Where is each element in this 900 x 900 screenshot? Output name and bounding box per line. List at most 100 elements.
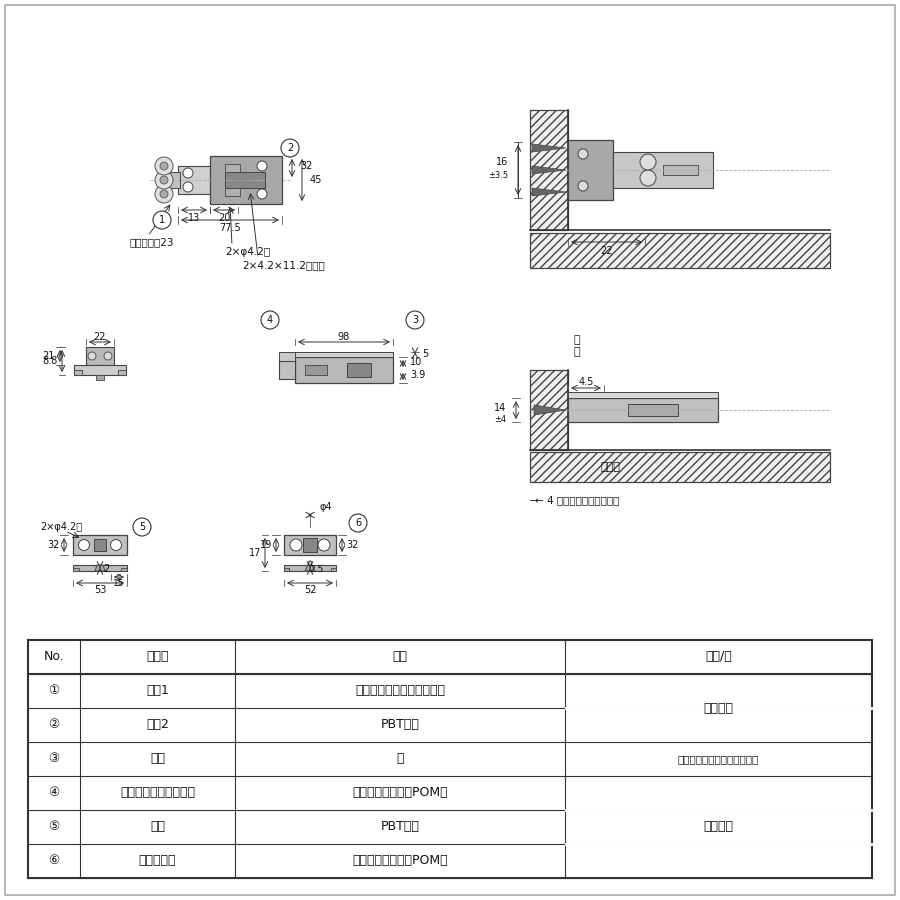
Text: 4: 4 bbox=[267, 315, 273, 325]
Text: ホワイト: ホワイト bbox=[704, 821, 734, 833]
Text: ホワイト: ホワイト bbox=[704, 701, 734, 715]
Text: 21: 21 bbox=[42, 351, 55, 361]
Bar bbox=[305, 365, 327, 375]
Text: ばね: ばね bbox=[150, 752, 165, 766]
Text: 10: 10 bbox=[410, 357, 422, 367]
Text: 77.5: 77.5 bbox=[219, 223, 241, 233]
Text: ②: ② bbox=[49, 718, 59, 732]
Text: 45: 45 bbox=[310, 175, 322, 185]
Bar bbox=[74, 365, 126, 375]
Text: 5: 5 bbox=[422, 349, 428, 359]
Circle shape bbox=[406, 311, 424, 329]
Text: 53: 53 bbox=[94, 585, 106, 595]
Bar bbox=[168, 172, 180, 188]
Text: ガラス繊維強化ポリアミド: ガラス繊維強化ポリアミド bbox=[355, 685, 445, 698]
Text: 32: 32 bbox=[346, 540, 358, 550]
Text: ①: ① bbox=[49, 685, 59, 698]
Text: PBT樹脂: PBT樹脂 bbox=[381, 718, 419, 732]
Text: ポリアセタール（POM）: ポリアセタール（POM） bbox=[352, 787, 448, 799]
Bar bbox=[210, 156, 282, 204]
Text: 本体2: 本体2 bbox=[146, 718, 169, 732]
Circle shape bbox=[155, 171, 173, 189]
Text: 2×4.2×11.2長円穴: 2×4.2×11.2長円穴 bbox=[242, 260, 325, 270]
Bar bbox=[284, 565, 336, 571]
Bar bbox=[568, 398, 718, 422]
Text: ±3.5: ±3.5 bbox=[488, 172, 508, 181]
Polygon shape bbox=[308, 561, 312, 565]
Bar bbox=[73, 568, 79, 571]
Circle shape bbox=[578, 149, 588, 159]
Bar bbox=[295, 352, 393, 357]
Text: 受座: 受座 bbox=[150, 821, 165, 833]
Circle shape bbox=[281, 139, 299, 157]
Text: 98: 98 bbox=[338, 332, 350, 342]
Text: 材料: 材料 bbox=[392, 651, 408, 663]
Bar bbox=[568, 392, 718, 398]
Bar bbox=[347, 363, 371, 377]
Text: PBT樹脂: PBT樹脂 bbox=[381, 821, 419, 833]
Text: φ4: φ4 bbox=[320, 502, 333, 512]
Text: ストローク23: ストローク23 bbox=[130, 237, 175, 247]
Text: 6: 6 bbox=[355, 518, 361, 528]
Bar bbox=[121, 568, 127, 571]
Text: ±4: ±4 bbox=[494, 416, 506, 425]
Bar bbox=[118, 370, 126, 375]
Bar bbox=[96, 375, 104, 380]
Bar bbox=[530, 233, 830, 268]
Bar bbox=[613, 152, 713, 188]
Polygon shape bbox=[534, 405, 566, 415]
Text: ディスタンスプレート: ディスタンスプレート bbox=[120, 787, 195, 799]
Bar bbox=[331, 568, 336, 571]
Text: 16: 16 bbox=[496, 157, 508, 167]
Polygon shape bbox=[532, 188, 566, 196]
Circle shape bbox=[640, 170, 656, 186]
Bar bbox=[178, 166, 254, 194]
Polygon shape bbox=[305, 565, 315, 571]
Text: 2: 2 bbox=[103, 564, 109, 574]
Circle shape bbox=[160, 176, 168, 184]
Text: 19: 19 bbox=[260, 540, 272, 550]
Bar bbox=[295, 357, 393, 383]
Bar bbox=[663, 165, 698, 175]
Bar bbox=[73, 535, 127, 555]
Text: 3.9: 3.9 bbox=[410, 370, 425, 380]
Text: 32: 32 bbox=[300, 161, 312, 171]
Bar bbox=[225, 188, 240, 196]
Bar bbox=[628, 404, 678, 416]
Bar bbox=[73, 565, 127, 571]
Text: 2.5: 2.5 bbox=[309, 564, 323, 573]
Circle shape bbox=[155, 185, 173, 203]
Text: 52: 52 bbox=[304, 585, 316, 595]
Text: 13: 13 bbox=[188, 213, 200, 223]
Bar bbox=[94, 539, 106, 551]
Circle shape bbox=[183, 168, 193, 178]
Circle shape bbox=[78, 539, 89, 551]
Text: 32: 32 bbox=[48, 540, 60, 550]
Circle shape bbox=[104, 352, 112, 360]
Text: 銅: 銅 bbox=[396, 752, 404, 766]
Circle shape bbox=[578, 181, 588, 191]
Text: ③: ③ bbox=[49, 752, 59, 766]
Text: No.: No. bbox=[43, 651, 65, 663]
Bar bbox=[284, 535, 336, 555]
Text: ← 4 ロック解除ストローク: ← 4 ロック解除ストローク bbox=[535, 495, 619, 505]
Circle shape bbox=[257, 189, 267, 199]
Text: 有色クロメート処理（三価）: 有色クロメート処理（三価） bbox=[678, 754, 759, 764]
Bar bbox=[225, 172, 265, 188]
Circle shape bbox=[290, 539, 302, 551]
Circle shape bbox=[160, 190, 168, 198]
Bar bbox=[530, 110, 568, 230]
Circle shape bbox=[111, 539, 122, 551]
Text: 22: 22 bbox=[600, 246, 613, 256]
Bar bbox=[284, 568, 289, 571]
Text: ⑤: ⑤ bbox=[49, 821, 59, 833]
Bar bbox=[303, 538, 317, 552]
Circle shape bbox=[133, 518, 151, 536]
Bar bbox=[279, 352, 295, 361]
Text: 固定側: 固定側 bbox=[600, 462, 620, 472]
Text: ストライク: ストライク bbox=[139, 854, 176, 868]
Text: 8.8: 8.8 bbox=[43, 356, 58, 366]
Text: ポリアセタール（POM）: ポリアセタール（POM） bbox=[352, 854, 448, 868]
Text: 部品名: 部品名 bbox=[146, 651, 169, 663]
Bar bbox=[530, 452, 830, 482]
